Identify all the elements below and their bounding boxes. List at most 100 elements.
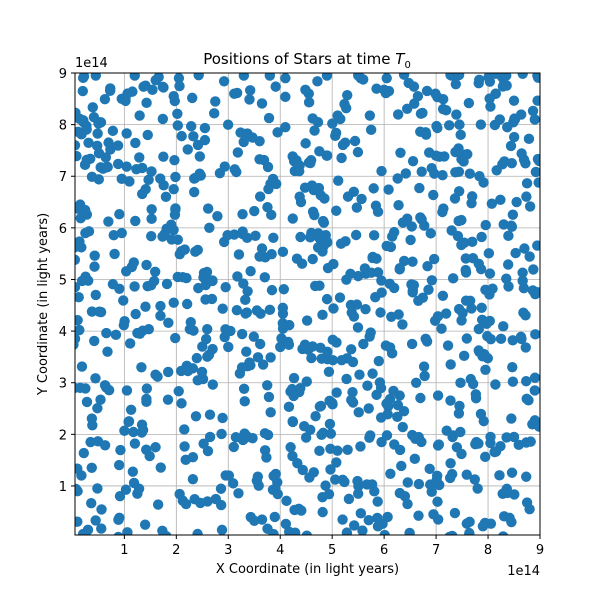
star-point xyxy=(92,403,103,414)
star-point xyxy=(89,335,100,347)
star-point xyxy=(257,359,269,370)
star-point xyxy=(356,193,367,205)
star-point xyxy=(174,80,185,92)
star-point xyxy=(76,275,88,287)
star-point xyxy=(142,129,153,141)
star-point xyxy=(307,253,318,265)
star-point xyxy=(127,466,139,477)
star-point xyxy=(210,493,222,505)
star-point xyxy=(495,194,506,206)
x-tick-label: 8 xyxy=(484,543,492,558)
star-point xyxy=(132,327,143,339)
star-point xyxy=(310,280,321,292)
star-point xyxy=(305,157,316,169)
star-point xyxy=(318,240,330,251)
star-point xyxy=(325,428,337,439)
star-point xyxy=(467,378,479,390)
star-point xyxy=(520,375,532,387)
star-point xyxy=(363,514,374,526)
star-point xyxy=(454,400,465,412)
star-point xyxy=(128,426,139,438)
star-point xyxy=(187,451,199,463)
star-point xyxy=(316,429,327,441)
star-point xyxy=(533,421,540,432)
star-point xyxy=(233,488,244,499)
star-point xyxy=(103,385,115,396)
star-point xyxy=(244,85,256,96)
star-point xyxy=(392,173,403,184)
star-point xyxy=(300,84,311,95)
star-point xyxy=(92,483,103,494)
star-point xyxy=(112,140,124,151)
star-point xyxy=(312,117,324,128)
star-point xyxy=(480,364,491,375)
star-point xyxy=(237,208,248,220)
star-point xyxy=(297,464,308,476)
star-point xyxy=(351,202,363,213)
star-point xyxy=(485,518,497,529)
star-point xyxy=(294,191,305,202)
star-point xyxy=(116,227,127,239)
star-point xyxy=(172,108,183,119)
y-tick-label: 1 xyxy=(59,480,67,495)
star-point xyxy=(337,139,349,151)
chart-title-subscript: 0 xyxy=(404,60,410,71)
star-point xyxy=(152,499,164,510)
star-point xyxy=(270,483,281,494)
star-point xyxy=(194,151,206,162)
star-point xyxy=(289,504,300,516)
star-point xyxy=(141,383,153,394)
star-point xyxy=(425,228,436,239)
star-point xyxy=(75,382,80,394)
star-point xyxy=(121,128,132,139)
star-point xyxy=(473,438,484,449)
star-point xyxy=(187,92,198,104)
star-point xyxy=(317,309,328,321)
star-point xyxy=(169,154,180,166)
star-point xyxy=(100,162,111,173)
star-point xyxy=(506,413,517,424)
star-point xyxy=(217,412,228,424)
star-point xyxy=(212,210,223,222)
star-point xyxy=(320,480,331,491)
star-point xyxy=(376,275,387,286)
star-point xyxy=(96,504,107,515)
star-point xyxy=(473,323,485,335)
star-point xyxy=(331,205,342,216)
star-point xyxy=(261,452,272,463)
star-point xyxy=(430,88,441,99)
star-point xyxy=(281,495,292,507)
star-point xyxy=(352,488,364,499)
star-point xyxy=(294,160,305,171)
star-point xyxy=(486,198,498,209)
star-point xyxy=(422,260,433,272)
star-point xyxy=(124,176,135,187)
star-point xyxy=(501,432,512,443)
star-point xyxy=(103,216,114,227)
star-point xyxy=(190,411,202,422)
star-point xyxy=(287,213,298,224)
star-point xyxy=(524,251,535,262)
star-point xyxy=(155,173,166,184)
star-point xyxy=(113,514,124,526)
star-point xyxy=(487,283,498,294)
star-point xyxy=(254,135,265,147)
star-point xyxy=(464,168,476,179)
star-point xyxy=(295,383,306,394)
star-point xyxy=(172,120,183,131)
star-point xyxy=(191,352,203,364)
star-point xyxy=(425,479,436,490)
star-point xyxy=(339,98,350,110)
star-point xyxy=(423,284,434,295)
star-point xyxy=(75,150,82,162)
star-point xyxy=(437,206,448,218)
star-point xyxy=(163,317,174,329)
star-point xyxy=(256,514,268,525)
star-point xyxy=(86,462,97,473)
star-point xyxy=(264,304,276,316)
star-point xyxy=(189,186,200,198)
star-point xyxy=(250,230,261,241)
star-point xyxy=(383,401,394,412)
star-point xyxy=(262,380,273,391)
star-point xyxy=(121,385,133,396)
